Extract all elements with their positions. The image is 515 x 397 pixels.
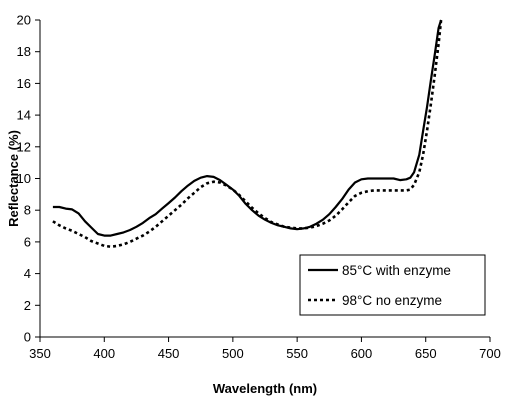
legend-label-98c-no-enzyme: 98°C no enzyme [342, 293, 442, 308]
y-axis-title: Reflectance (%) [6, 130, 21, 227]
y-tick-label: 0 [24, 330, 31, 345]
y-tick-label: 2 [24, 298, 31, 313]
x-tick-label: 450 [158, 346, 180, 361]
y-tick-label: 18 [17, 44, 31, 59]
x-tick-label: 400 [93, 346, 115, 361]
y-tick-label: 4 [24, 266, 31, 281]
x-tick-label: 600 [351, 346, 373, 361]
y-tick-label: 8 [24, 203, 31, 218]
legend: 85°C with enzyme 98°C no enzyme [299, 254, 486, 316]
plot-series [52, 19, 443, 248]
y-tick-label: 12 [17, 139, 31, 154]
y-axis-ticks: 0 2 4 6 8 10 12 14 16 18 20 [17, 13, 40, 345]
x-axis-title: Wavelength (nm) [213, 381, 317, 396]
series-line-0 [52, 19, 443, 237]
y-tick-label: 10 [17, 171, 31, 186]
y-tick-label: 20 [17, 13, 31, 28]
y-tick-label: 14 [17, 108, 31, 123]
x-axis-ticks: 350 400 450 500 550 600 650 700 [29, 337, 501, 361]
x-tick-label: 550 [286, 346, 308, 361]
legend-box [299, 254, 486, 316]
x-tick-label: 500 [222, 346, 244, 361]
x-tick-label: 700 [479, 346, 501, 361]
x-tick-label: 650 [415, 346, 437, 361]
axes: 350 400 450 500 550 600 650 700 0 2 4 6 8 10 12 14 16 18… [17, 13, 501, 362]
x-tick-label: 350 [29, 346, 51, 361]
series-line-1 [52, 19, 443, 248]
y-tick-label: 6 [24, 234, 31, 249]
legend-label-85c-with-enzyme: 85°C with enzyme [342, 263, 451, 278]
y-tick-label: 16 [17, 76, 31, 91]
